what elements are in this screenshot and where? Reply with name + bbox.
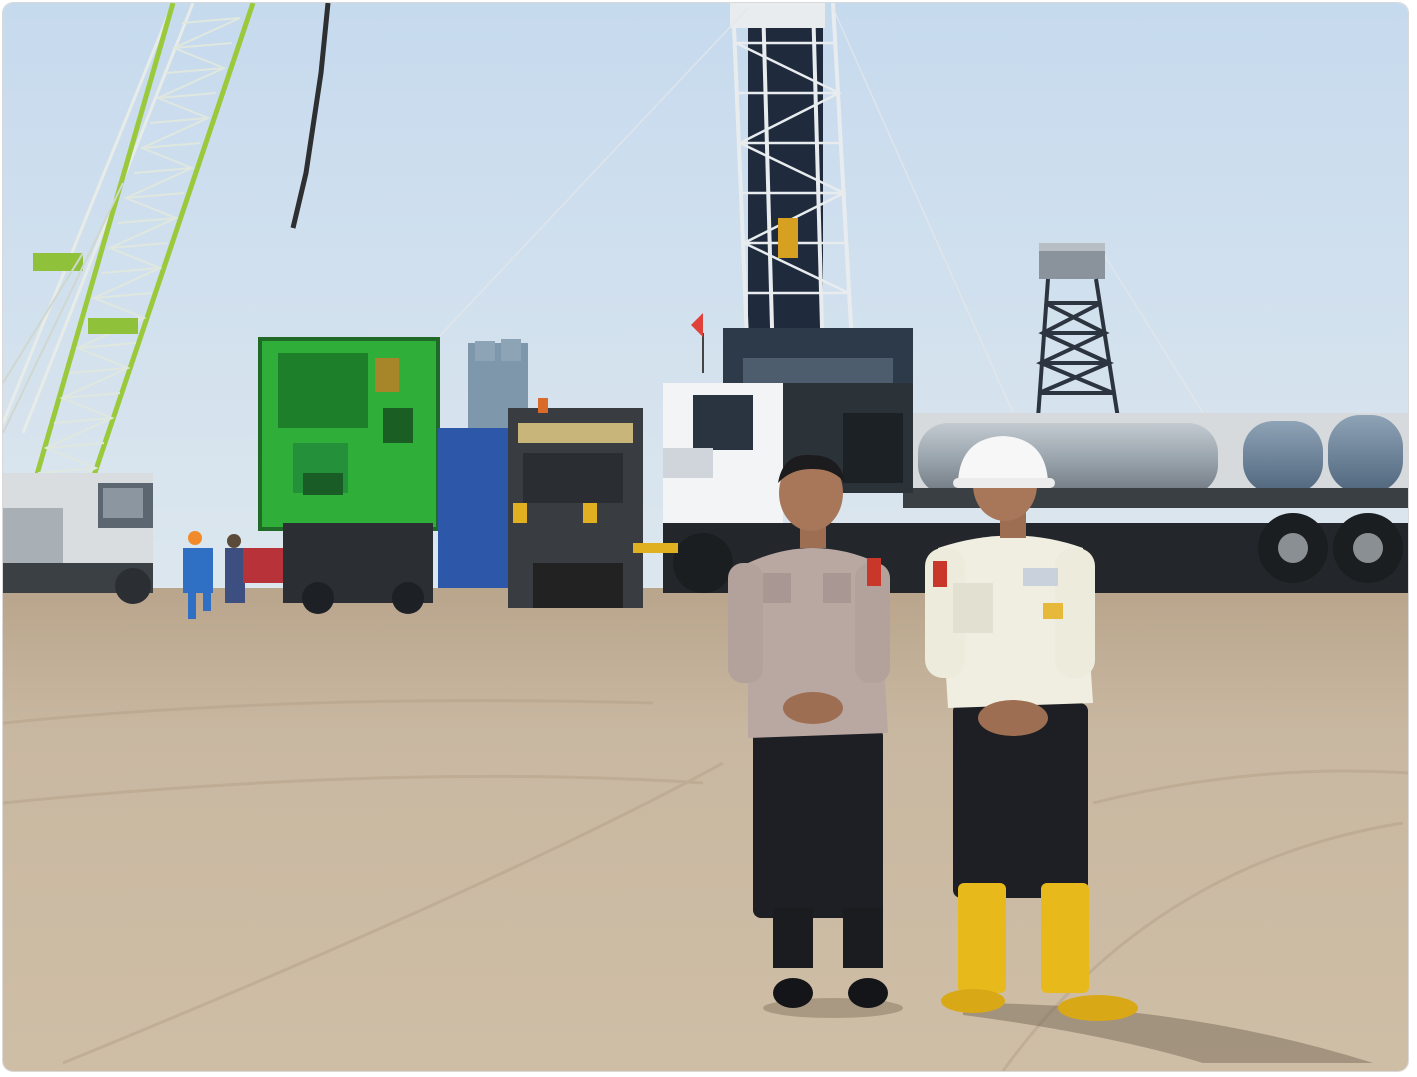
crawler-crane bbox=[3, 3, 256, 604]
photo-frame bbox=[3, 3, 1408, 1071]
yellow-cab-equipment bbox=[438, 398, 643, 608]
drilling-derrick bbox=[691, 3, 913, 388]
police-officer bbox=[728, 454, 890, 1008]
water-tower bbox=[1036, 243, 1120, 419]
hanging-cable bbox=[290, 3, 331, 229]
drilling-site-photo bbox=[3, 3, 1408, 1071]
green-mud-unit bbox=[258, 337, 440, 614]
tire-tracks bbox=[3, 699, 1408, 1071]
dirt-ground bbox=[3, 588, 1408, 1071]
background-workers bbox=[183, 531, 283, 619]
safety-officer bbox=[925, 436, 1138, 1021]
